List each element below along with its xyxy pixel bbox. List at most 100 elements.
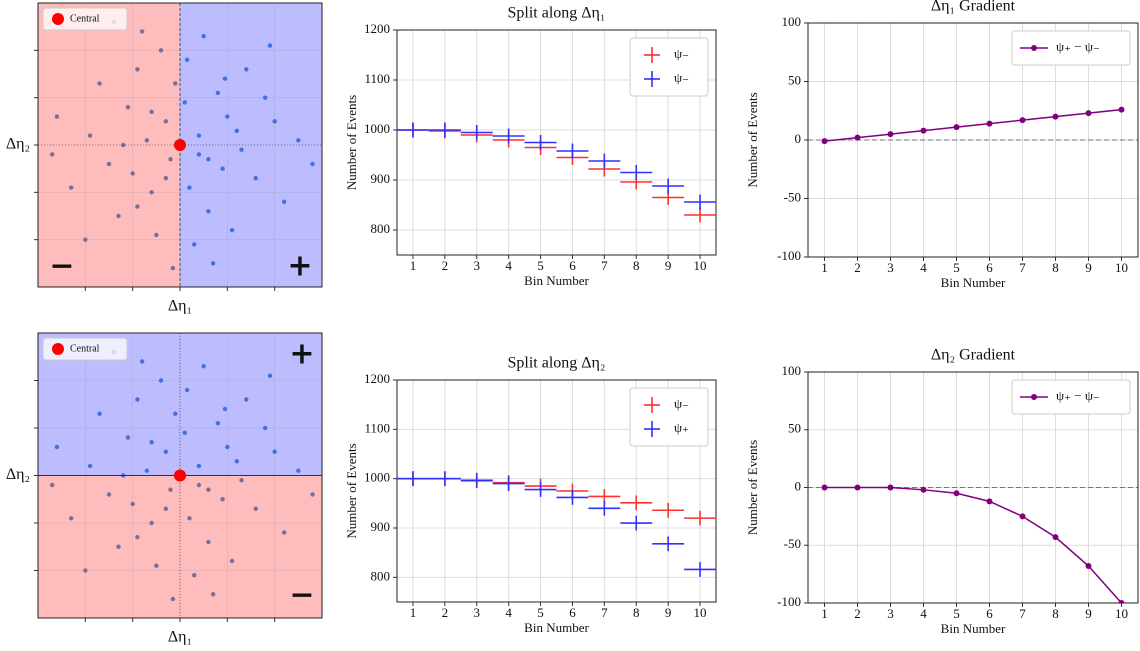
region-label: −: [49, 249, 74, 284]
point: [206, 539, 211, 545]
x-tick-label: 5: [953, 260, 960, 275]
point: [229, 228, 235, 233]
x-tick-label: 10: [1115, 260, 1128, 275]
panel: Split along Δη₁ 1 2 3 4 5 6 7 8 9 10 800 900 1000 1100…: [344, 5, 717, 288]
x-tick-label: 2: [442, 605, 449, 620]
central-point: [174, 139, 186, 151]
legend-label: ψ₊ − ψ₋: [1056, 388, 1100, 403]
point: [854, 484, 861, 491]
point: [887, 484, 894, 491]
y-tick-label: 1200: [364, 21, 390, 36]
y-tick-label: 1200: [364, 371, 390, 386]
x-tick-label: 10: [694, 605, 707, 620]
region-label: +: [289, 337, 314, 372]
y-axis-label: Number of Events: [745, 440, 760, 535]
point: [139, 359, 145, 364]
point: [234, 128, 239, 133]
point: [1118, 600, 1125, 603]
point: [168, 157, 173, 162]
y-axis-label: Δη₂: [6, 136, 30, 153]
point: [986, 120, 993, 127]
point: [196, 482, 202, 488]
frame: [396, 29, 717, 256]
x-tick-label: 4: [505, 605, 512, 620]
x-tick-label: 9: [665, 605, 672, 620]
chart-title: Split along Δη₂: [507, 355, 605, 372]
x-tick-label: 10: [1115, 606, 1128, 621]
point: [196, 463, 202, 469]
point: [192, 573, 197, 578]
legend-box: [42, 7, 128, 31]
frame: [807, 371, 1139, 604]
x-tick-label: 2: [854, 260, 861, 275]
point: [68, 516, 74, 521]
point: [187, 516, 192, 521]
panel: Central − + Δη₁ Δη₂: [6, 2, 323, 315]
y-tick-label: -100: [777, 248, 801, 263]
point: [149, 520, 154, 526]
y-tick-label: 1000: [364, 470, 390, 485]
point: [50, 152, 55, 157]
point: [149, 109, 154, 115]
x-tick-label: 7: [601, 605, 608, 620]
y-axis-label: Number of Events: [745, 92, 760, 187]
point: [154, 232, 159, 238]
point: [220, 497, 225, 502]
x-tick-label: 4: [505, 258, 512, 273]
legend-label: ψ₊: [674, 420, 689, 435]
point: [263, 425, 268, 431]
point: [170, 596, 176, 602]
x-tick-label: 3: [887, 260, 894, 275]
legend-label: ψ₋: [674, 396, 689, 411]
point: [196, 133, 202, 138]
point: [210, 261, 216, 266]
x-tick-label: 5: [953, 606, 960, 621]
point: [116, 213, 121, 219]
x-tick-label: 1: [410, 258, 417, 273]
y-tick-label: -50: [784, 189, 801, 204]
y-tick-label: -50: [784, 536, 801, 551]
point: [135, 204, 140, 209]
x-tick-label: 10: [694, 258, 707, 273]
point: [210, 592, 216, 597]
x-tick-label: 1: [821, 606, 828, 621]
point: [168, 487, 173, 492]
y-tick-label: 50: [788, 72, 801, 87]
series-group: [821, 106, 1125, 145]
y-axis-label: Δη₂: [6, 466, 30, 483]
point: [149, 190, 154, 195]
point: [821, 484, 828, 491]
x-tick-label: 7: [1019, 260, 1026, 275]
legend-box: [1011, 30, 1131, 66]
point: [173, 411, 178, 416]
point: [187, 185, 192, 190]
y-axis-label: Number of Events: [344, 95, 359, 190]
point: [986, 498, 993, 505]
point: [272, 449, 277, 454]
chart-title: Δη₁ Gradient: [931, 0, 1016, 15]
point: [281, 199, 287, 204]
point: [154, 563, 159, 568]
point: [215, 90, 221, 96]
legend-marker: [52, 343, 64, 355]
point: [68, 185, 74, 190]
point: [163, 506, 168, 511]
point: [239, 478, 244, 483]
x-tick-label: 9: [1085, 606, 1092, 621]
point: [158, 378, 164, 383]
point: [184, 57, 190, 62]
x-tick-label: 3: [474, 258, 481, 273]
point: [125, 435, 131, 440]
x-tick-label: 5: [537, 605, 544, 620]
point: [201, 33, 206, 39]
point: [50, 482, 55, 488]
legend-label: ψ₊ − ψ₋: [1056, 39, 1100, 54]
point: [272, 119, 277, 124]
x-tick-label: 5: [537, 258, 544, 273]
x-tick-label: 1: [410, 605, 417, 620]
point: [158, 48, 164, 53]
panel: Δη₁ Gradient 1 2 3 4 5 6 7 8 9 10 -100 -50 0 50 100 Bin …: [745, 0, 1139, 290]
point: [130, 501, 135, 507]
x-tick-label: 3: [887, 606, 894, 621]
